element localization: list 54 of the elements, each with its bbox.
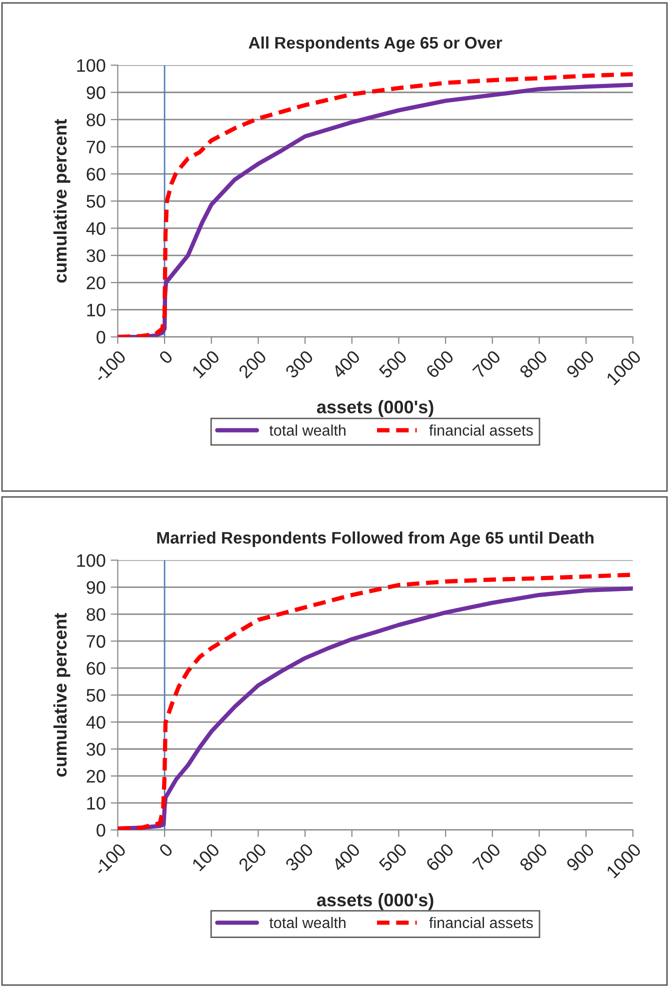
x-tick-label: 300 bbox=[284, 842, 314, 872]
x-tick-label: 800 bbox=[518, 350, 548, 379]
x-tick-label: 600 bbox=[425, 842, 454, 872]
x-tick-label: 800 bbox=[518, 842, 548, 872]
y-axis-title: cumulative percent bbox=[53, 612, 70, 777]
x-tick-label: 400 bbox=[331, 350, 361, 380]
chart-title: All Respondents Age 65 or Over bbox=[248, 36, 502, 52]
y-tick-label: 90 bbox=[86, 86, 106, 100]
x-tick-label: 100 bbox=[191, 350, 220, 378]
y-tick-label: 30 bbox=[86, 249, 106, 262]
legend-label: financial assets bbox=[429, 916, 533, 928]
x-tick-label: 400 bbox=[331, 842, 361, 872]
x-tick-label: 900 bbox=[566, 350, 595, 379]
y-tick-label: 90 bbox=[86, 581, 106, 594]
y-tick-label: 70 bbox=[86, 140, 106, 154]
x-tick-label: 200 bbox=[238, 350, 268, 379]
legend-label: total wealth bbox=[269, 424, 346, 436]
y-tick-label: 40 bbox=[86, 716, 106, 729]
y-tick-label: 0 bbox=[96, 824, 106, 837]
y-tick-label: 10 bbox=[87, 796, 106, 810]
y-tick-label: 80 bbox=[86, 608, 106, 621]
chart-title: Married Respondents Followed from Age 65 until Death bbox=[157, 531, 594, 548]
y-tick-label: 60 bbox=[86, 662, 106, 675]
y-tick-label: 100 bbox=[77, 554, 106, 567]
x-tick-label: 700 bbox=[472, 842, 502, 872]
x-tick-label: 0 bbox=[158, 842, 174, 858]
y-tick-label: 20 bbox=[86, 276, 106, 290]
x-tick-label: -100 bbox=[93, 350, 127, 384]
x-tick-label: 100 bbox=[191, 842, 220, 872]
x-tick-label: 500 bbox=[378, 350, 408, 379]
y-tick-label: 100 bbox=[77, 59, 106, 72]
y-tick-label: 30 bbox=[86, 742, 106, 756]
legend-label: total wealth bbox=[269, 916, 346, 928]
y-tick-label: 0 bbox=[96, 330, 106, 344]
x-tick-label: 600 bbox=[425, 350, 454, 379]
x-tick-label: 900 bbox=[566, 842, 595, 872]
x-axis-title: assets (000's) bbox=[316, 893, 434, 910]
y-tick-label: 10 bbox=[87, 304, 106, 316]
x-axis-title: assets (000's) bbox=[316, 400, 434, 417]
x-tick-label: 700 bbox=[472, 350, 502, 379]
x-tick-label: 500 bbox=[378, 842, 408, 872]
x-tick-label: 0 bbox=[158, 350, 174, 365]
x-tick-label: 200 bbox=[238, 842, 268, 872]
x-tick-label: -100 bbox=[93, 842, 127, 876]
y-tick-label: 60 bbox=[86, 168, 106, 181]
y-tick-label: 40 bbox=[86, 222, 106, 235]
y-tick-label: 70 bbox=[86, 635, 106, 648]
x-tick-label: 300 bbox=[284, 350, 314, 379]
y-axis-title: cumulative percent bbox=[53, 118, 70, 283]
y-tick-label: 50 bbox=[86, 194, 106, 208]
y-tick-label: 50 bbox=[86, 688, 106, 702]
y-tick-label: 80 bbox=[86, 113, 106, 126]
y-tick-label: 20 bbox=[86, 770, 106, 783]
legend-label: financial assets bbox=[429, 424, 533, 436]
